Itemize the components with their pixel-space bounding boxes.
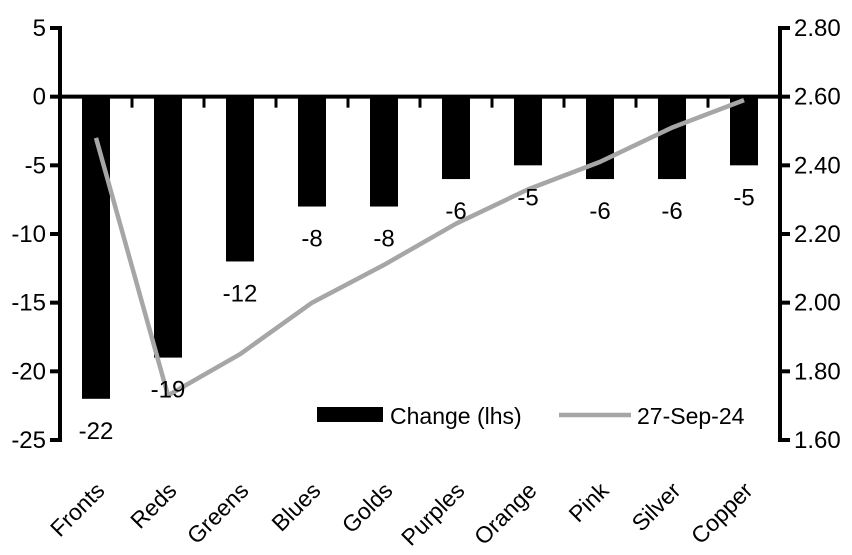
y-axis-left: 5 0 -5 -10 -15 -20 -25 [11, 15, 62, 454]
bar [298, 96, 326, 207]
bar [730, 96, 758, 166]
y-axis-left-tick-label: -10 [11, 221, 46, 248]
bar-value-label: -12 [223, 280, 258, 307]
category-label: Fronts [45, 477, 109, 541]
category-label: Orange [469, 477, 542, 550]
bar [370, 96, 398, 207]
bar-value-label: -5 [517, 184, 538, 211]
y-axis-right-tick-label: 2.40 [794, 152, 841, 179]
bar [514, 96, 542, 166]
y-axis-right: 2.80 2.60 2.40 2.20 2.00 1.80 1.60 [778, 15, 841, 454]
bar-value-label: -8 [373, 226, 394, 253]
y-axis-right-tick-label: 2.80 [794, 15, 841, 42]
bar [154, 96, 182, 358]
legend: Change (lhs) 27-Sep-24 [317, 403, 745, 429]
y-axis-right-tick-label: 2.60 [794, 84, 841, 111]
bar-value-label: -19 [151, 377, 186, 404]
category-label: Reds [125, 477, 181, 533]
y-axis-right-tick-label: 2.20 [794, 221, 841, 248]
bar [82, 96, 110, 399]
category-label: Pink [564, 477, 614, 527]
category-label: Blues [266, 477, 325, 536]
bar-series [82, 96, 758, 399]
bar [226, 96, 254, 262]
category-label: Purples [396, 477, 470, 550]
bar [658, 96, 686, 180]
bar-value-label: -5 [733, 184, 754, 211]
legend-swatch-bar [317, 407, 383, 422]
y-axis-left-tick-label: -25 [11, 427, 46, 454]
legend-label-bar: Change (lhs) [390, 403, 522, 429]
y-axis-left-tick-label: -5 [25, 152, 46, 179]
category-label: Greens [182, 477, 254, 549]
category-label: Silver [626, 477, 685, 536]
category-label: Golds [337, 477, 398, 538]
bar-value-label: -6 [661, 198, 682, 225]
bar-labels: -22 -19 -12 -8 -8 -6 -5 -6 -6 -5 [79, 184, 755, 444]
trend-line [93, 97, 745, 398]
category-label: Copper [686, 477, 758, 549]
bar-value-label: -8 [301, 226, 322, 253]
y-axis-right-tick-label: 1.60 [794, 427, 841, 454]
y-axis-right-tick-label: 1.80 [794, 358, 841, 385]
legend-label-line: 27-Sep-24 [637, 403, 745, 429]
bar-value-label: -22 [79, 418, 114, 445]
y-axis-left-tick-label: -15 [11, 290, 46, 317]
bar-value-label: -6 [445, 198, 466, 225]
y-axis-left-tick-label: -20 [11, 358, 46, 385]
y-axis-right-tick-label: 2.00 [794, 290, 841, 317]
bar [442, 96, 470, 180]
y-axis-left-tick-label: 0 [33, 84, 46, 111]
bar-value-label: -6 [589, 198, 610, 225]
y-axis-left-tick-label: 5 [33, 15, 46, 42]
